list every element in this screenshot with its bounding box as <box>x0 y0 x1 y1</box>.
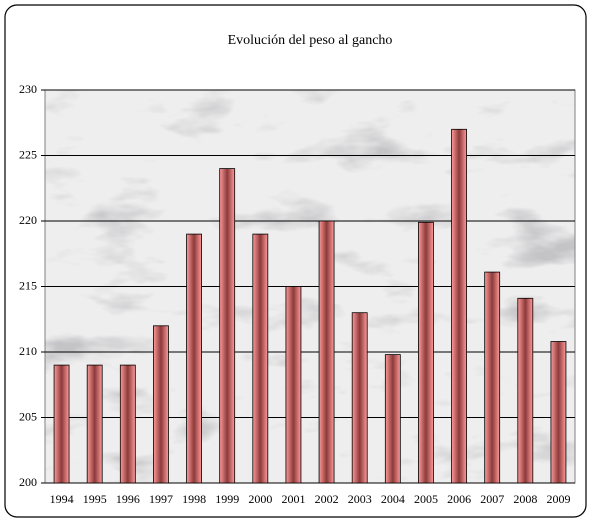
x-tick-label: 1999 <box>215 492 239 506</box>
x-tick-label: 1997 <box>149 492 173 506</box>
bar <box>418 221 434 484</box>
chart-title: Evolución del peso al gancho <box>228 33 393 48</box>
bar <box>318 220 335 484</box>
y-tick-label: 205 <box>19 409 37 423</box>
bar <box>186 233 202 484</box>
x-tick-label: 2000 <box>248 492 272 506</box>
x-tick-label: 2003 <box>348 492 372 506</box>
y-tick-label: 215 <box>19 278 37 292</box>
bar <box>517 297 534 484</box>
bar <box>153 325 169 484</box>
bar <box>219 168 236 484</box>
bar <box>384 354 401 484</box>
x-tick-label: 1995 <box>83 492 107 506</box>
x-tick-label: 1994 <box>50 492 74 506</box>
bar <box>86 364 103 484</box>
bar <box>484 271 501 484</box>
y-tick-label: 225 <box>19 147 37 161</box>
bar <box>53 364 70 484</box>
bar <box>252 233 269 484</box>
x-tick-label: 2005 <box>414 492 438 506</box>
bar <box>351 312 368 484</box>
x-tick-label: 2009 <box>546 492 570 506</box>
y-tick-label: 210 <box>19 344 37 358</box>
bar <box>285 286 302 484</box>
y-tick-label: 200 <box>19 475 37 489</box>
x-tick-label: 2008 <box>513 492 537 506</box>
x-tick-label: 2007 <box>480 492 504 506</box>
y-tick-label: 230 <box>19 82 37 96</box>
x-tick-label: 2006 <box>447 492 471 506</box>
y-tick-label: 220 <box>19 213 37 227</box>
x-tick-label: 2002 <box>315 492 339 506</box>
bar <box>119 364 136 484</box>
x-tick-label: 1996 <box>116 492 140 506</box>
bar <box>451 128 467 484</box>
x-tick-label: 2004 <box>381 492 405 506</box>
bar <box>550 341 567 484</box>
x-tick-label: 1998 <box>182 492 206 506</box>
x-tick-label: 2001 <box>281 492 305 506</box>
